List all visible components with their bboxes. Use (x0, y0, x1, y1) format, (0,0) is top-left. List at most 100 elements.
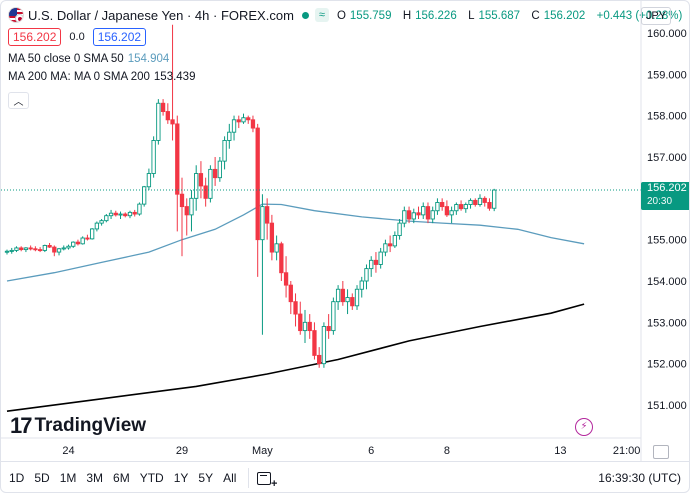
candle-body (104, 215, 109, 222)
candle (321, 322, 327, 368)
calendar-icon[interactable] (257, 471, 277, 490)
candle-body (288, 284, 293, 303)
range-1m[interactable]: 1M (59, 471, 77, 485)
price-tick-label: 160.000 (647, 28, 687, 40)
symbol-title[interactable]: U.S. Dollar / Japanese Yen · 4h · FOREX.… (28, 7, 294, 23)
candle-body (142, 186, 147, 205)
market-status-pill[interactable]: ≈ (314, 8, 329, 22)
lightning-icon[interactable]: ⚡ (575, 418, 593, 436)
candle (350, 293, 355, 310)
candle-body (378, 251, 383, 265)
tradingview-logo[interactable]: 17 TradingView (10, 413, 146, 439)
candle-body (312, 330, 317, 356)
timezone-settings-icon[interactable] (653, 445, 669, 459)
candle (42, 244, 47, 253)
candle (492, 188, 497, 212)
candle-body (170, 119, 175, 125)
candle-body (75, 241, 81, 245)
candle-body (425, 206, 431, 220)
candle-body (345, 297, 350, 303)
candle-body (383, 243, 388, 253)
candle (397, 219, 402, 240)
chevron-up-icon[interactable]: ︿ (8, 92, 29, 109)
price-tick-label: 157.000 (647, 152, 687, 164)
candle-body (392, 235, 398, 247)
candle (9, 247, 14, 254)
candle-body (66, 245, 71, 249)
candle (80, 236, 85, 245)
range-3m[interactable]: 3M (86, 471, 104, 485)
range-1d[interactable]: 1D (9, 471, 25, 485)
candle (160, 99, 166, 116)
ohlc-values: O 155.759 H 156.226 L 155.687 C 156.202 +0.4… (337, 8, 686, 22)
candle (217, 157, 222, 182)
candle (411, 208, 416, 224)
candle (265, 198, 270, 240)
candle-body (208, 168, 213, 199)
candle-body (198, 173, 204, 187)
candle-body (179, 193, 185, 208)
candle (170, 24, 175, 141)
indicator-ma50[interactable]: MA 50 close 0 SMA 50 154.904 (8, 50, 686, 68)
candle (246, 115, 251, 124)
close-label: C (531, 10, 540, 22)
range-5d[interactable]: 5D (34, 471, 50, 485)
currency-button[interactable]: JPY (641, 7, 671, 25)
range-5y[interactable]: 5Y (198, 471, 214, 485)
candle-body (406, 210, 412, 220)
high-value: 156.226 (415, 10, 457, 22)
range-1y[interactable]: 1Y (173, 471, 189, 485)
candle (331, 297, 336, 335)
candle-body (411, 212, 416, 220)
time-tick-label: 24 (62, 445, 74, 457)
candle-body (321, 326, 327, 365)
buy-button[interactable]: 156.202 (92, 28, 147, 46)
candle-body (354, 288, 360, 307)
candle (189, 190, 194, 232)
candle (383, 239, 388, 257)
candle (279, 241, 284, 281)
sell-button[interactable]: 156.202 (8, 28, 62, 46)
candle (198, 161, 204, 199)
candle-body (458, 204, 464, 210)
candle (435, 198, 440, 215)
candle (298, 301, 303, 335)
price-tick-label: 154.000 (647, 276, 687, 288)
range-ytd[interactable]: YTD (139, 471, 164, 485)
indicator-ma200[interactable]: MA 200 MA: MA 0 SMA 200 153.439 (8, 68, 686, 86)
candle (127, 210, 133, 219)
candle-body (19, 247, 24, 251)
candle (47, 242, 52, 248)
candle-body (118, 213, 123, 216)
candle (293, 293, 298, 327)
candle-body (99, 220, 104, 224)
candle-body (151, 140, 156, 174)
candle-body (492, 189, 497, 209)
ma50-line (6, 203, 585, 282)
utc-clock[interactable]: 16:39:30 (UTC) (598, 471, 681, 485)
candle-body (212, 168, 218, 179)
candle-body (269, 222, 275, 253)
open-value: 155.759 (349, 10, 392, 22)
range-all[interactable]: All (223, 471, 237, 485)
candle (345, 289, 350, 315)
candle (487, 198, 492, 211)
candle-body (307, 321, 312, 332)
candle-body (23, 247, 29, 251)
candle-body (416, 212, 421, 216)
candle-body (369, 259, 374, 270)
bottom-toolbar: 1D 5D 1M 3M 6M YTD 1Y 5Y All 16:39:30 (U… (1, 461, 689, 492)
candle (241, 113, 246, 124)
candle-body (421, 206, 426, 216)
candle (94, 221, 100, 232)
candle-body (217, 160, 222, 179)
candle (14, 246, 19, 253)
time-tick-label: May (252, 445, 273, 457)
candle (179, 177, 185, 257)
candle (175, 115, 180, 232)
candle (151, 136, 156, 178)
candle-body (189, 197, 194, 216)
trade-row: 156.202 0.0 156.202 (8, 28, 686, 46)
range-6m[interactable]: 6M (113, 471, 130, 485)
